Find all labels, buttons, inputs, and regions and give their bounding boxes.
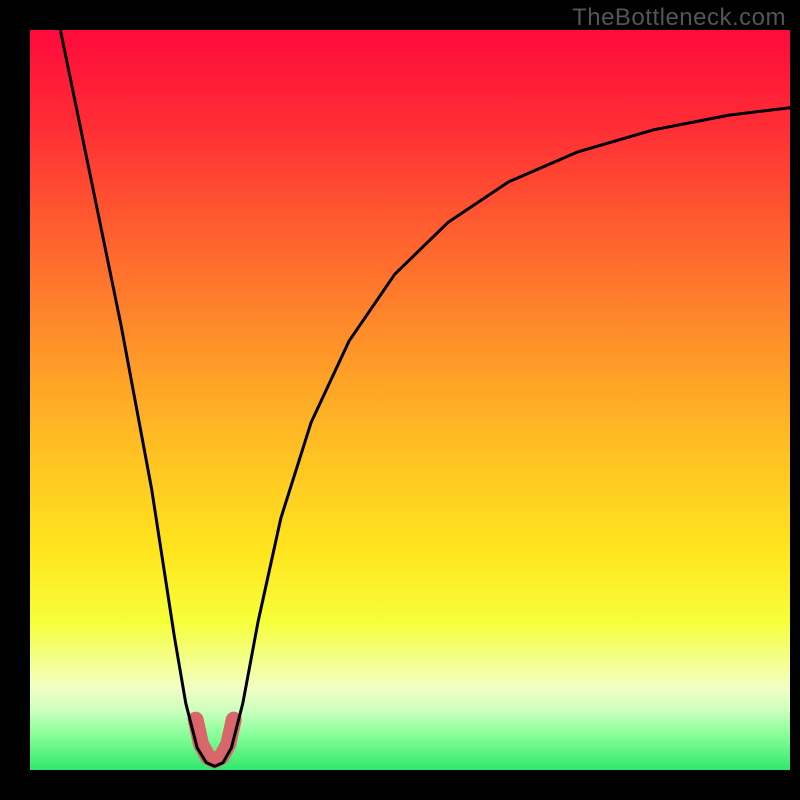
- plot-area: [30, 30, 790, 770]
- border-bottom: [0, 770, 800, 800]
- watermark-text: TheBottleneck.com: [572, 4, 786, 32]
- bottleneck-curve: [60, 30, 790, 766]
- border-right: [790, 0, 800, 800]
- chart-svg: [30, 30, 790, 770]
- border-left: [0, 0, 30, 800]
- chart-container: TheBottleneck.com: [0, 0, 800, 800]
